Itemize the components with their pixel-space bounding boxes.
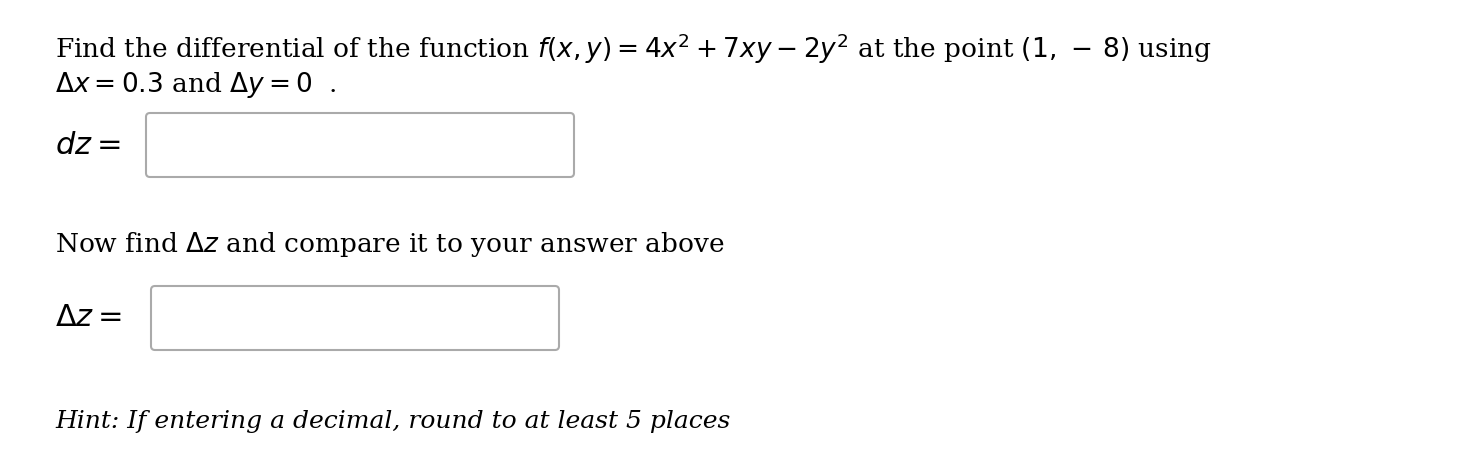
Text: Hint: If entering a decimal, round to at least 5 places: Hint: If entering a decimal, round to at… <box>54 410 730 433</box>
FancyBboxPatch shape <box>152 286 559 350</box>
Text: $\Delta z =$: $\Delta z =$ <box>54 302 122 333</box>
Text: $dz =$: $dz =$ <box>54 130 121 160</box>
Text: Find the differential of the function $f(x, y) = 4x^2 + 7xy - 2y^2$ at the point: Find the differential of the function $f… <box>54 32 1211 66</box>
FancyBboxPatch shape <box>146 113 574 177</box>
Text: $\Delta x = 0.3$ and $\Delta y = 0$  .: $\Delta x = 0.3$ and $\Delta y = 0$ . <box>54 70 337 100</box>
Text: Now find $\Delta z$ and compare it to your answer above: Now find $\Delta z$ and compare it to yo… <box>54 230 724 259</box>
